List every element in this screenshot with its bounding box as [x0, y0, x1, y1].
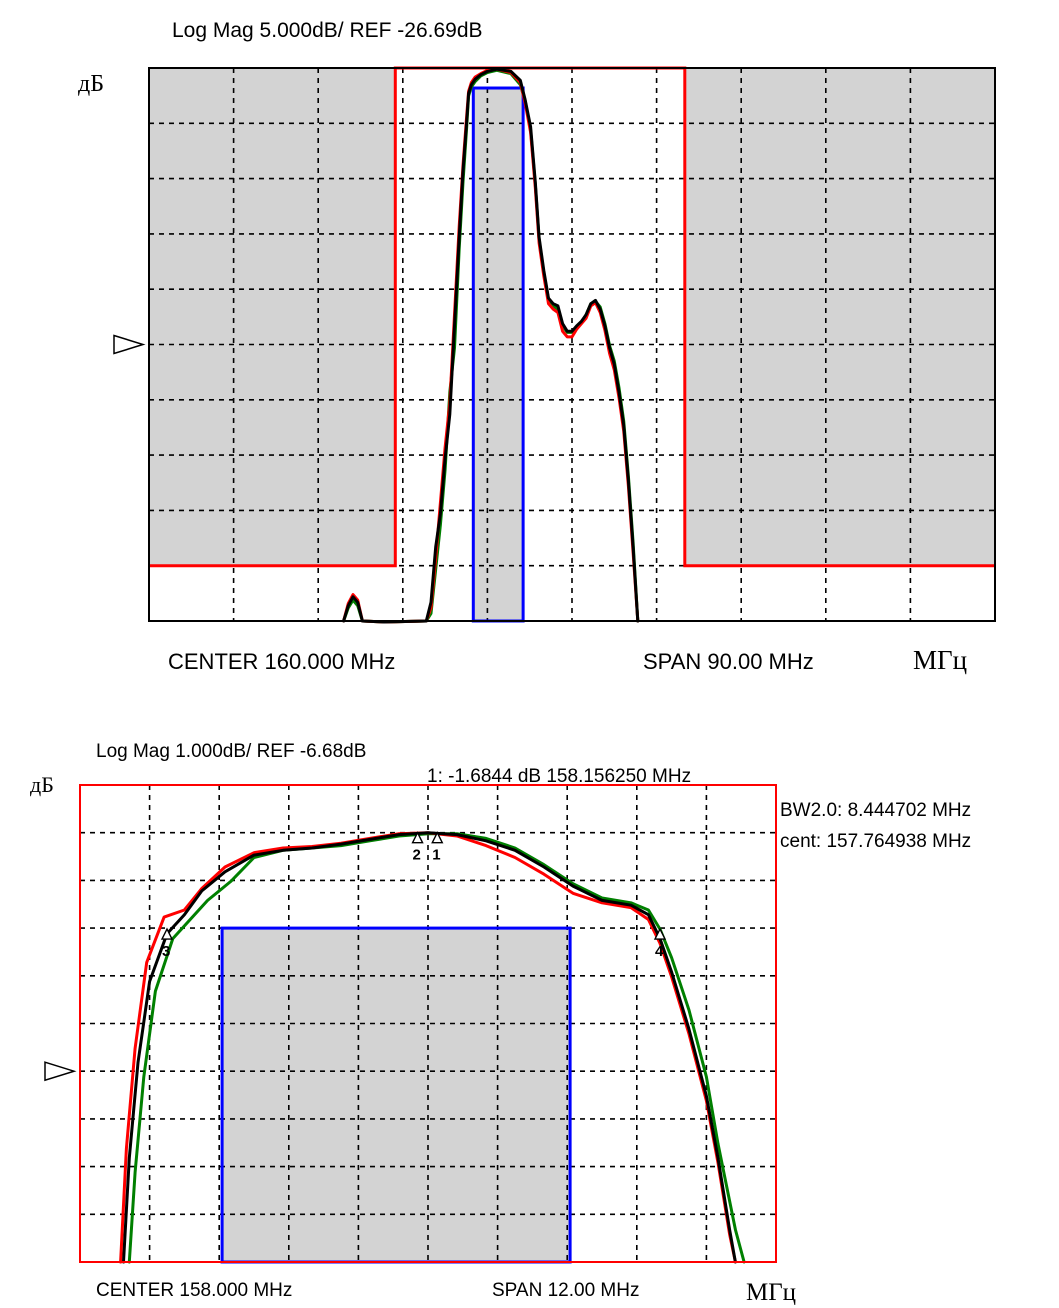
bottom-gray-region [222, 928, 571, 1262]
marker-3-label: 3 [162, 943, 170, 960]
bottom-chart-xlabel: МГц [746, 1279, 796, 1306]
top-traces [342, 67, 640, 624]
marker-4-icon [653, 927, 667, 940]
marker-1-label: 1 [432, 847, 440, 864]
top-gray-region-2 [473, 88, 524, 621]
top-chart-xlabel: МГц [913, 645, 967, 675]
top-span-label: SPAN 90.00 MHz [643, 649, 814, 674]
top-chart-ylabel: дБ [78, 71, 104, 97]
bottom-plot-frame [79, 784, 777, 1263]
top-plot-frame [148, 67, 996, 622]
top-chart-title: Log Mag 5.000dB/ REF -26.69dB [172, 19, 483, 42]
bot-trace-0 [122, 831, 737, 1264]
marker-4-label: 4 [655, 943, 664, 960]
bottom-chart-title: Log Mag 1.000dB/ REF -6.68dB [96, 741, 366, 762]
center-frequency-label: cent: 157.764938 MHz [780, 831, 971, 852]
bot-gray-passband-fill [222, 928, 571, 1262]
bottom-markers: 12 3 4 [160, 831, 667, 960]
bandwidth-label: BW2.0: 8.444702 MHz [780, 800, 971, 821]
bottom-chart-ylabel: дБ [30, 772, 54, 797]
top-gray-regions [149, 68, 995, 621]
bottom-center-label: CENTER 158.000 MHz [96, 1280, 292, 1301]
bottom-traces [119, 831, 746, 1264]
top-grid [149, 68, 995, 621]
top-gray-region-0 [149, 68, 396, 566]
marker-2-label: 2 [413, 847, 421, 864]
bottom-reference-arrow [44, 1061, 77, 1082]
marker-3-icon [160, 927, 174, 940]
top-chart: Log Mag 5.000dB/ REF -26.69dB дБ CENTER … [78, 19, 996, 675]
marker-1-icon [431, 831, 444, 844]
top-center-label: CENTER 160.000 MHz [168, 649, 395, 674]
top-gray-region-1 [684, 68, 995, 566]
bottom-span-label: SPAN 12.00 MHz [492, 1280, 639, 1301]
marker-readout: 1: -1.6844 dB 158.156250 MHz [427, 766, 691, 787]
marker-2-icon [411, 831, 424, 844]
top-trace-0 [342, 67, 640, 624]
bottom-chart: Log Mag 1.000dB/ REF -6.68dB дБ 12 3 4 1: … [30, 741, 971, 1306]
top-reference-arrow [113, 334, 146, 355]
